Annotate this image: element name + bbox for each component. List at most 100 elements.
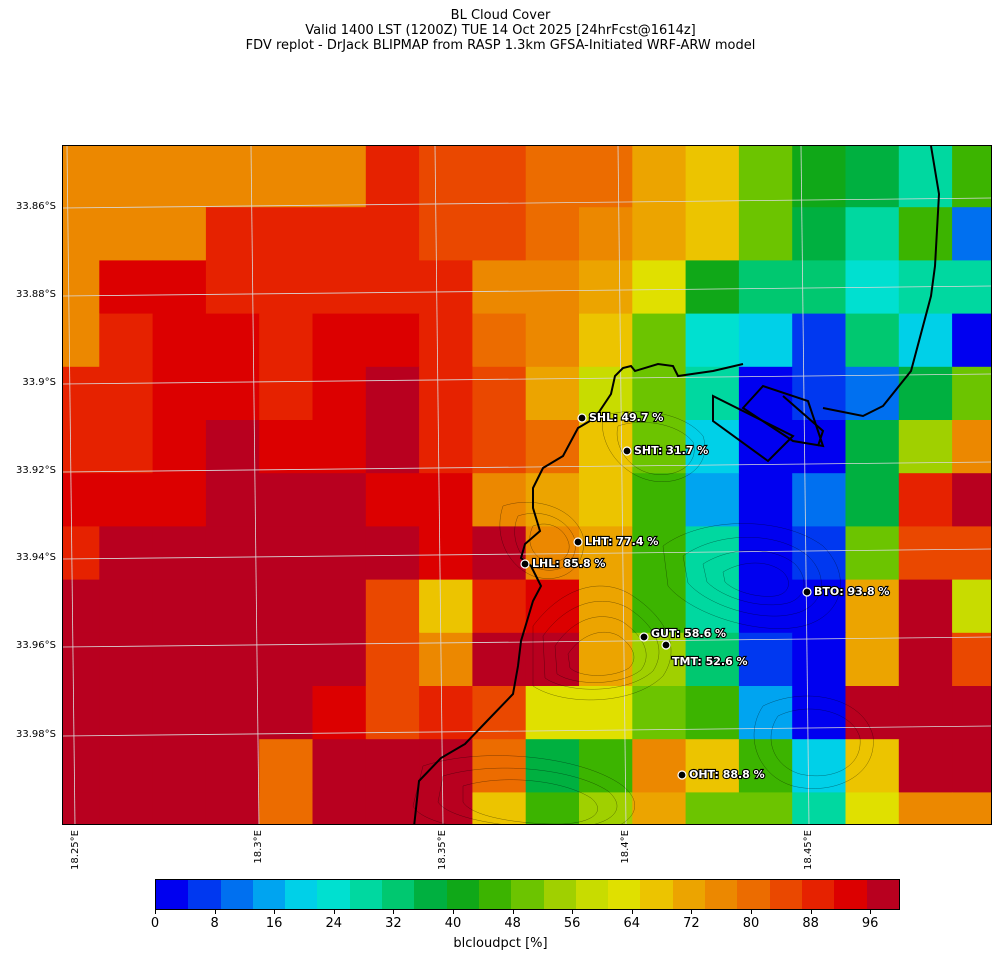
grid-cell bbox=[952, 313, 991, 368]
station-dot bbox=[622, 446, 632, 456]
station-dot bbox=[577, 413, 587, 423]
station-marker-lhl[interactable]: LHL: 85.8 % bbox=[520, 556, 607, 571]
latitude-line bbox=[63, 373, 991, 385]
grid-cell bbox=[99, 260, 154, 315]
grid-cell bbox=[205, 207, 260, 261]
grid-cell bbox=[472, 366, 527, 421]
grid-cell bbox=[312, 792, 367, 824]
grid-cell bbox=[63, 473, 100, 527]
grid-cell bbox=[63, 146, 100, 155]
grid-cell bbox=[63, 579, 100, 634]
lat-tick-label: 33.98°S bbox=[16, 729, 56, 740]
grid-cell bbox=[792, 579, 847, 634]
grid-cell bbox=[525, 366, 580, 421]
colorbar-swatch bbox=[575, 880, 609, 909]
grid-cell bbox=[205, 632, 260, 687]
grid-cell bbox=[792, 632, 847, 687]
grid-cell bbox=[259, 146, 314, 155]
grid-cell bbox=[312, 739, 367, 793]
grid-cell bbox=[632, 473, 687, 527]
grid-cell bbox=[632, 739, 687, 793]
colorbar-tick-mark bbox=[155, 910, 156, 914]
longitude-line bbox=[800, 146, 810, 824]
station-marker-tmt[interactable]: TMT: 52.6 % bbox=[661, 640, 749, 669]
station-label: OHT: 88.8 % bbox=[689, 768, 765, 781]
grid-cell bbox=[738, 313, 793, 368]
grid-cell bbox=[419, 420, 473, 474]
colorbar-swatch bbox=[317, 880, 350, 909]
grid-cell bbox=[259, 473, 314, 527]
grid-cell bbox=[632, 146, 687, 155]
grid-cell bbox=[472, 154, 527, 208]
cloud-cover-map[interactable]: SHL: 49.7 % SHT: 31.7 % LHT: 77.4 % LHL: 85… bbox=[62, 145, 992, 825]
grid-cell bbox=[579, 739, 633, 793]
grid-cell bbox=[685, 207, 740, 261]
grid-cell bbox=[845, 579, 900, 634]
grid-cell bbox=[898, 579, 953, 634]
grid-cell bbox=[63, 792, 100, 824]
grid-cell bbox=[312, 420, 367, 474]
grid-cell bbox=[152, 366, 207, 421]
grid-cell bbox=[898, 739, 953, 793]
grid-cell bbox=[952, 792, 991, 824]
grid-cell bbox=[152, 260, 207, 315]
station-label: LHL: 85.8 % bbox=[532, 557, 605, 570]
grid-cell bbox=[259, 313, 314, 368]
grid-cell bbox=[952, 260, 991, 315]
grid-cell bbox=[99, 313, 154, 368]
grid-cell bbox=[63, 154, 100, 208]
station-marker-shl[interactable]: SHL: 49.7 % bbox=[577, 410, 664, 425]
grid-cell bbox=[632, 632, 687, 687]
colorbar-tick-mark bbox=[572, 910, 574, 914]
grid-cell bbox=[152, 632, 207, 687]
station-marker-oht[interactable]: OHT: 88.8 % bbox=[677, 767, 766, 782]
grid-cell bbox=[63, 739, 100, 793]
grid-cell bbox=[738, 526, 793, 581]
colorbar-swatch bbox=[672, 880, 706, 909]
title-line-1: BL Cloud Cover bbox=[450, 8, 551, 23]
colorbar-tick-mark bbox=[393, 910, 395, 914]
grid-cell bbox=[632, 154, 687, 208]
cloud-cover-grid bbox=[63, 146, 991, 824]
grid-cell bbox=[952, 146, 991, 155]
grid-cell bbox=[525, 420, 580, 474]
grid-cell bbox=[63, 366, 100, 421]
station-dot bbox=[661, 640, 671, 650]
colorbar-tick-label: 64 bbox=[623, 916, 641, 931]
station-marker-gut[interactable]: GUT: 58.6 % bbox=[639, 626, 727, 642]
grid-cell bbox=[845, 792, 900, 824]
station-dot bbox=[802, 587, 812, 597]
latitude-line bbox=[63, 461, 991, 473]
colorbar-swatch bbox=[382, 880, 415, 909]
grid-cell bbox=[845, 473, 900, 527]
grid-cell bbox=[312, 207, 367, 261]
colorbar-tick-mark bbox=[691, 910, 693, 914]
grid-cell bbox=[525, 207, 580, 261]
colorbar-swatch bbox=[188, 880, 221, 909]
grid-cell bbox=[365, 207, 420, 261]
colorbar-tick-label: 0 bbox=[150, 916, 160, 931]
colorbar-label: blcloudpct [%] bbox=[453, 936, 548, 951]
grid-cell bbox=[365, 366, 420, 421]
colorbar-swatch bbox=[608, 880, 641, 909]
colorbar-tick-label: 24 bbox=[325, 916, 343, 931]
grid-cell bbox=[205, 739, 260, 793]
grid-cell bbox=[738, 260, 793, 315]
grid-cell bbox=[365, 739, 420, 793]
grid-cell bbox=[152, 739, 207, 793]
grid-cell bbox=[579, 366, 633, 421]
latitude-line bbox=[63, 285, 991, 297]
station-marker-sht[interactable]: SHT: 31.7 % bbox=[622, 443, 709, 458]
station-marker-bto[interactable]: BTO: 93.8 % bbox=[802, 584, 891, 599]
grid-cell bbox=[898, 420, 953, 474]
station-marker-lht[interactable]: LHT: 77.4 % bbox=[573, 534, 659, 549]
colorbar-tick-label: 56 bbox=[563, 916, 581, 931]
grid-cell bbox=[419, 739, 473, 793]
grid-cell bbox=[685, 632, 740, 687]
colorbar-tick-label: 16 bbox=[265, 916, 283, 931]
colorbar-swatch bbox=[543, 880, 576, 909]
station-label: TMT: 52.6 % bbox=[672, 655, 748, 668]
grid-cell bbox=[898, 207, 953, 261]
colorbar-tick-mark bbox=[214, 910, 216, 914]
grid-cell bbox=[205, 792, 260, 824]
